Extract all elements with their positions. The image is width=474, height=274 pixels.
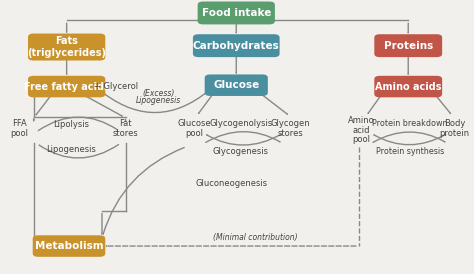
- FancyBboxPatch shape: [198, 2, 275, 24]
- Text: Glucose: Glucose: [213, 80, 259, 90]
- Text: (Minimal contribution): (Minimal contribution): [213, 233, 297, 242]
- Text: Amino
acid
pool: Amino acid pool: [348, 116, 374, 144]
- Text: Food intake: Food intake: [201, 8, 271, 18]
- Text: Glucose
pool: Glucose pool: [177, 119, 210, 138]
- FancyBboxPatch shape: [374, 76, 442, 97]
- Text: Proteins: Proteins: [383, 41, 433, 51]
- Text: Protein breakdown: Protein breakdown: [372, 119, 447, 128]
- Text: Metabolism: Metabolism: [35, 241, 103, 251]
- Text: Lipogenesis: Lipogenesis: [46, 145, 96, 154]
- Text: Body
protein: Body protein: [439, 119, 469, 138]
- Text: Glycogenolysis: Glycogenolysis: [210, 119, 273, 128]
- Text: Glycogen
stores: Glycogen stores: [271, 119, 310, 138]
- FancyBboxPatch shape: [28, 33, 105, 61]
- FancyBboxPatch shape: [33, 235, 105, 257]
- Text: Lipolysis: Lipolysis: [54, 120, 90, 129]
- Text: Protein synthesis: Protein synthesis: [375, 147, 444, 156]
- Text: Fats
(triglycerides): Fats (triglycerides): [27, 36, 106, 58]
- FancyBboxPatch shape: [193, 34, 280, 57]
- Text: Glycogenesis: Glycogenesis: [213, 147, 269, 156]
- FancyBboxPatch shape: [28, 76, 105, 97]
- Text: Free fatty acids: Free fatty acids: [24, 82, 109, 92]
- Text: Lipogenesis: Lipogenesis: [136, 96, 181, 105]
- Text: + Glycerol: + Glycerol: [94, 82, 138, 90]
- Text: (Excess): (Excess): [142, 89, 175, 98]
- Text: Fat
stores: Fat stores: [113, 119, 138, 138]
- Text: FFA
pool: FFA pool: [10, 119, 28, 138]
- Text: Gluconeogenesis: Gluconeogenesis: [195, 179, 268, 188]
- Text: Carbohydrates: Carbohydrates: [193, 41, 280, 51]
- FancyBboxPatch shape: [374, 34, 442, 57]
- Text: Amino acids: Amino acids: [375, 82, 441, 92]
- FancyBboxPatch shape: [205, 75, 268, 96]
